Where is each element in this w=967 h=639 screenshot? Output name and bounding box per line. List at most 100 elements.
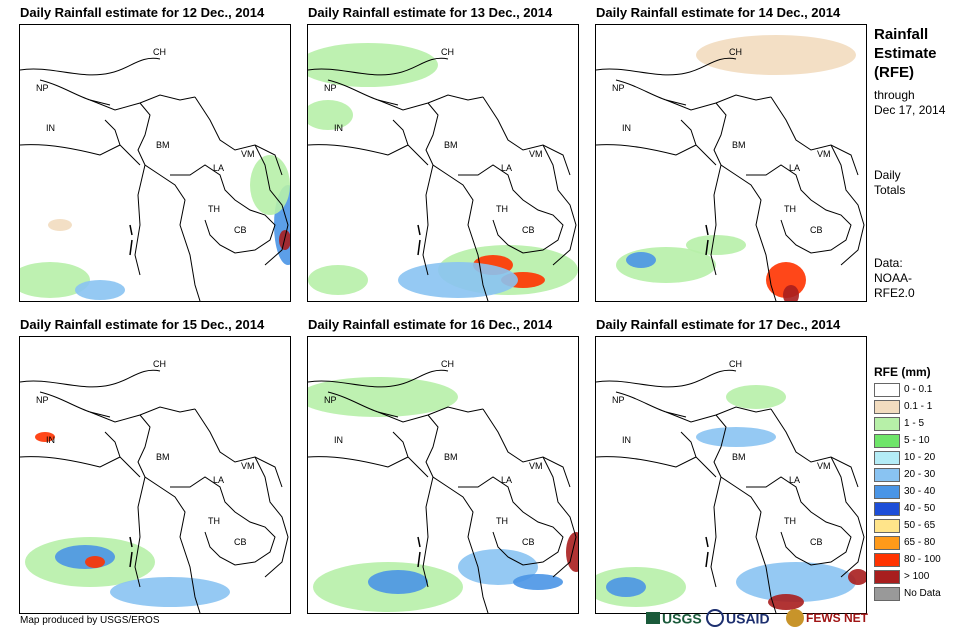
rain-area xyxy=(513,574,563,590)
rain-area xyxy=(726,385,786,409)
map-svg xyxy=(308,43,578,301)
rain-area xyxy=(626,252,656,268)
legend-label: 50 - 65 xyxy=(904,520,936,531)
rain-area xyxy=(848,569,866,585)
legend-item: 50 - 65 xyxy=(874,518,964,535)
legend-label: 20 - 30 xyxy=(904,469,936,480)
panel-title: Daily Rainfall estimate for 15 Dec., 201… xyxy=(20,317,265,332)
country-label-in: IN xyxy=(46,435,55,445)
country-label-th: TH xyxy=(496,516,508,526)
country-label-ch: CH xyxy=(441,359,454,369)
legend-label: 5 - 10 xyxy=(904,435,930,446)
rain-area xyxy=(368,570,428,594)
country-label-in: IN xyxy=(334,123,343,133)
rainfall-map: CH NP IN BM LA VM TH CB xyxy=(307,24,579,302)
country-label-th: TH xyxy=(208,516,220,526)
legend-item: 65 - 80 xyxy=(874,535,964,552)
map-svg xyxy=(20,57,290,301)
daily-totals-text: Daily Totals xyxy=(874,168,906,197)
rain-area xyxy=(20,262,90,298)
country-label-cb: CB xyxy=(234,537,247,547)
country-label-ch: CH xyxy=(153,359,166,369)
country-label-ch: CH xyxy=(729,47,742,57)
rain-area xyxy=(75,280,125,300)
country-label-in: IN xyxy=(46,123,55,133)
country-label-la: LA xyxy=(789,163,801,173)
country-label-th: TH xyxy=(784,204,796,214)
country-label-vm: VM xyxy=(241,149,255,159)
country-label-ch: CH xyxy=(153,47,166,57)
rainfall-map: CH NP IN BM LA VM TH CB xyxy=(595,24,867,302)
country-label-bm: BM xyxy=(732,452,746,462)
legend-swatch xyxy=(874,451,900,465)
country-label-bm: BM xyxy=(444,452,458,462)
rain-area xyxy=(458,549,538,585)
panel-title: Daily Rainfall estimate for 12 Dec., 201… xyxy=(20,5,265,20)
rainfall-map: CH NP IN BM LA VM TH CB xyxy=(19,24,291,302)
rain-area xyxy=(606,577,646,597)
legend-item: No Data xyxy=(874,586,964,603)
rain-area xyxy=(55,545,115,569)
rain-area xyxy=(110,577,230,607)
rain-area xyxy=(398,262,518,298)
panel-title: Daily Rainfall estimate for 13 Dec., 201… xyxy=(308,5,553,20)
rain-area xyxy=(85,556,105,568)
legend-item: 1 - 5 xyxy=(874,416,964,433)
rain-area xyxy=(250,155,290,215)
country-label-np: NP xyxy=(612,83,625,93)
country-label-bm: BM xyxy=(732,140,746,150)
legend-item: 5 - 10 xyxy=(874,433,964,450)
country-label-vm: VM xyxy=(817,461,831,471)
legend-swatch xyxy=(874,553,900,567)
country-label-cb: CB xyxy=(810,537,823,547)
country-label-ch: CH xyxy=(729,359,742,369)
legend-title: RFE (mm) xyxy=(874,365,931,379)
data-source-text: Data: NOAA- RFE2.0 xyxy=(874,256,915,300)
country-label-np: NP xyxy=(324,83,337,93)
country-label-cb: CB xyxy=(522,537,535,547)
credit-text: Map produced by USGS/EROS xyxy=(20,615,160,626)
country-label-th: TH xyxy=(496,204,508,214)
legend-swatch xyxy=(874,570,900,584)
legend-item: 0 - 0.1 xyxy=(874,382,964,399)
country-label-th: TH xyxy=(208,204,220,214)
rain-area xyxy=(783,285,799,301)
rainfall-map: CH NP IN BM LA VM TH CB xyxy=(595,336,867,614)
country-label-la: LA xyxy=(213,163,225,173)
country-label-th: TH xyxy=(784,516,796,526)
country-label-in: IN xyxy=(622,123,631,133)
country-label-vm: VM xyxy=(241,461,255,471)
rain-area xyxy=(308,265,368,295)
country-label-la: LA xyxy=(501,475,513,485)
country-label-bm: BM xyxy=(444,140,458,150)
legend-swatch xyxy=(874,502,900,516)
legend-swatch xyxy=(874,383,900,397)
rainfall-map: CH NP IN BM LA VM TH CB xyxy=(307,336,579,614)
legend-swatch xyxy=(874,468,900,482)
product-title: Rainfall Estimate (RFE) xyxy=(874,26,937,81)
panel-title: Daily Rainfall estimate for 14 Dec., 201… xyxy=(596,5,841,20)
legend-item: 80 - 100 xyxy=(874,552,964,569)
rain-area xyxy=(308,377,458,417)
map-svg xyxy=(596,35,865,301)
country-label-cb: CB xyxy=(810,225,823,235)
country-label-la: LA xyxy=(213,475,225,485)
legend-item: 0.1 - 1 xyxy=(874,399,964,416)
legend-item: 40 - 50 xyxy=(874,501,964,518)
country-label-cb: CB xyxy=(234,225,247,235)
legend-label: 65 - 80 xyxy=(904,537,936,548)
legend-label: 40 - 50 xyxy=(904,503,936,514)
legend-swatch xyxy=(874,400,900,414)
country-label-la: LA xyxy=(501,163,513,173)
rain-area xyxy=(35,432,55,442)
rain-area xyxy=(736,562,856,602)
rain-area xyxy=(686,235,746,255)
rain-area xyxy=(308,43,438,87)
rain-area xyxy=(696,35,856,75)
legend-swatch xyxy=(874,434,900,448)
map-svg xyxy=(20,369,289,613)
rain-area xyxy=(768,594,804,610)
legend-swatch xyxy=(874,417,900,431)
panel-title: Daily Rainfall estimate for 17 Dec., 201… xyxy=(596,317,841,332)
country-label-vm: VM xyxy=(529,149,543,159)
